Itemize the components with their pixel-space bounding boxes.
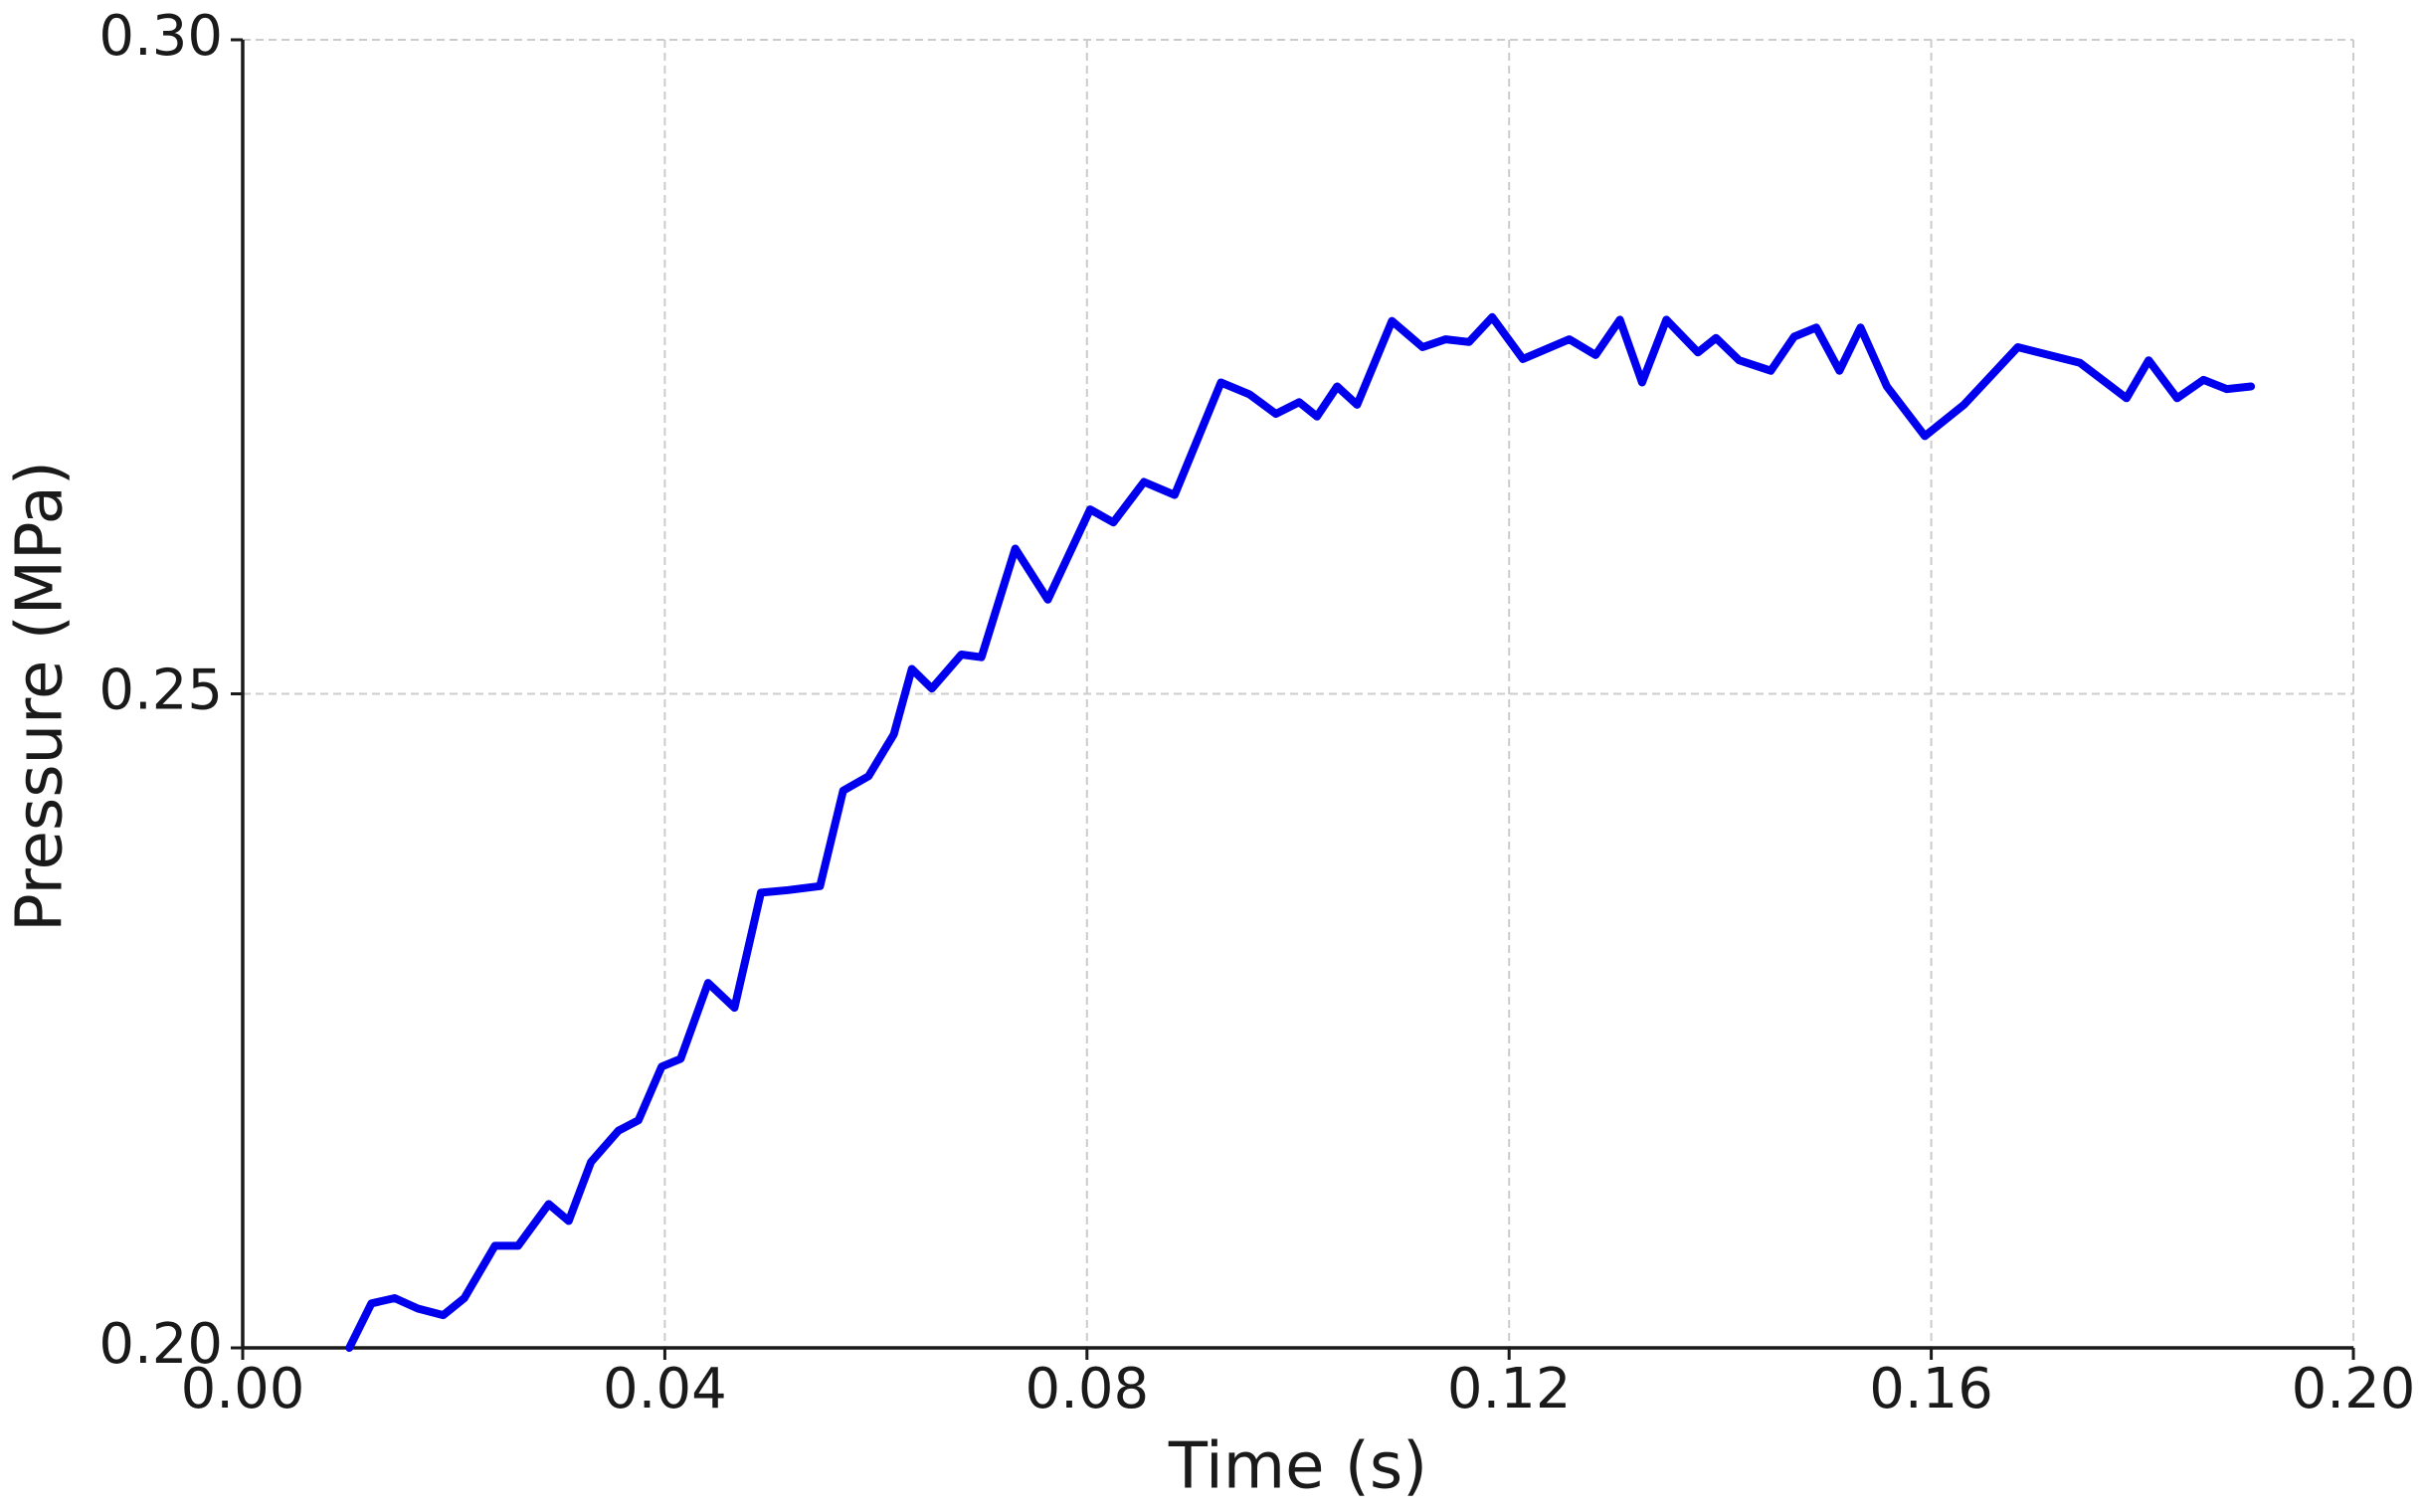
x-tick-label: 0.04: [603, 1357, 727, 1421]
x-tick-label: 0.12: [1447, 1357, 1572, 1421]
y-tick-label: 0.25: [98, 659, 223, 723]
data-line: [345, 312, 2256, 1352]
y-tick-label: 0.20: [98, 1312, 223, 1377]
x-tick-label: 0.20: [2292, 1357, 2416, 1421]
x-axis-label: Time (s): [1168, 1430, 1427, 1504]
x-tick-label: 0.00: [181, 1357, 305, 1421]
x-tick-label: 0.08: [1025, 1357, 1149, 1421]
y-axis-label: Pressure (MPa): [4, 461, 78, 932]
x-tick-label: 0.16: [1869, 1357, 1993, 1421]
y-tick-label: 0.30: [98, 4, 223, 69]
